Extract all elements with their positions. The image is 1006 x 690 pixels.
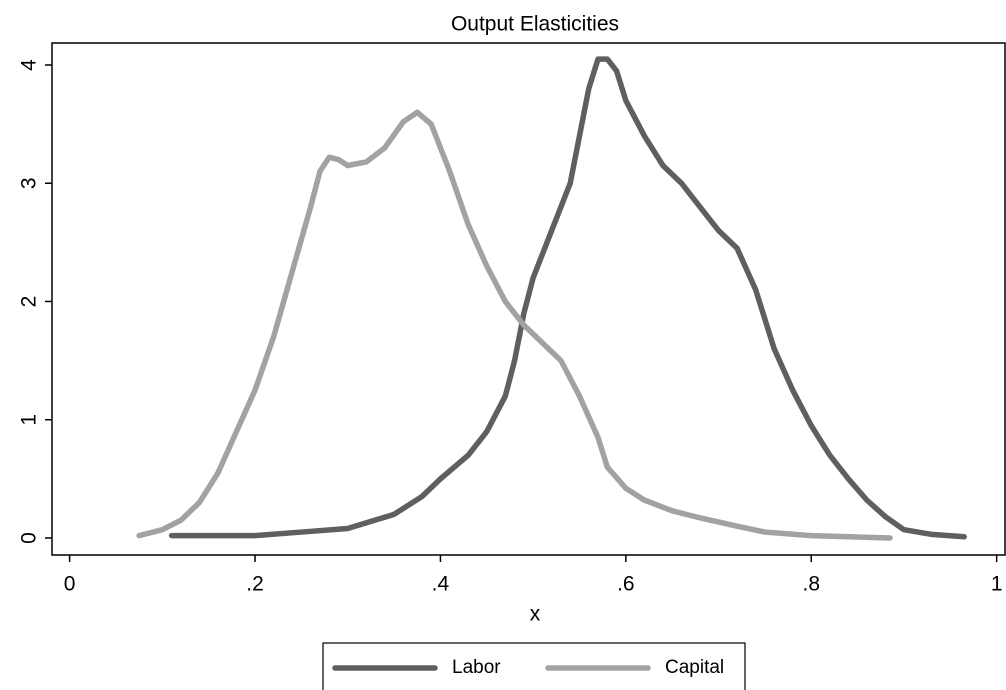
y-tick-label: 0 xyxy=(18,532,41,544)
x-tick-label: .4 xyxy=(432,573,450,596)
x-tick-label: .8 xyxy=(802,573,820,596)
y-tick-label: 3 xyxy=(18,177,41,189)
x-tick-label: 0 xyxy=(64,573,76,596)
legend-label: Capital xyxy=(665,657,724,678)
series-line xyxy=(136,109,893,541)
legend-label: Labor xyxy=(452,657,501,678)
y-tick-label: 2 xyxy=(18,296,41,308)
series-line xyxy=(168,56,967,540)
chart-title: Output Elasticities xyxy=(451,13,619,36)
y-tick-label: 4 xyxy=(18,59,41,71)
x-tick-label: .6 xyxy=(617,573,635,596)
x-tick-label: .2 xyxy=(246,573,264,596)
plot-frame xyxy=(51,42,1006,556)
x-axis-label: x xyxy=(530,603,541,626)
y-tick-label: 1 xyxy=(18,414,41,426)
x-tick-label: 1 xyxy=(991,573,1003,596)
